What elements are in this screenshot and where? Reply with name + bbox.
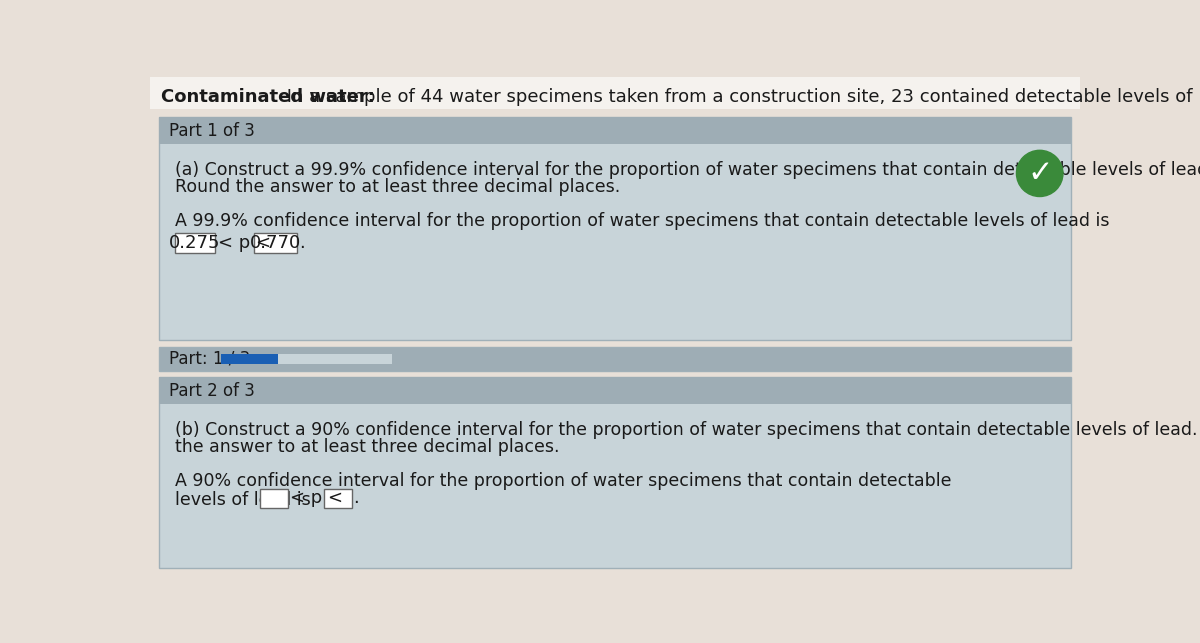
Text: .: . xyxy=(299,235,305,253)
Bar xyxy=(260,489,288,507)
Bar xyxy=(160,117,1070,341)
Text: 0.770: 0.770 xyxy=(250,235,301,253)
Text: the answer to at least three decimal places.: the answer to at least three decimal pla… xyxy=(175,439,559,457)
Bar xyxy=(254,233,298,253)
Text: Part 1 of 3: Part 1 of 3 xyxy=(168,122,254,140)
Circle shape xyxy=(1016,150,1063,197)
Bar xyxy=(150,77,1080,109)
Text: A 90% confidence interval for the proportion of water specimens that contain det: A 90% confidence interval for the propor… xyxy=(175,472,952,490)
Text: < p <: < p < xyxy=(218,235,271,253)
Text: (b) Construct a 90% confidence interval for the proportion of water specimens th: (b) Construct a 90% confidence interval … xyxy=(175,421,1200,439)
Text: levels of lead is: levels of lead is xyxy=(175,491,311,509)
Bar xyxy=(160,347,1070,371)
Text: In a sample of 44 water specimens taken from a construction site, 23 contained d: In a sample of 44 water specimens taken … xyxy=(281,88,1200,106)
Text: < p <: < p < xyxy=(290,489,343,507)
Bar xyxy=(160,377,1070,568)
Text: (a) Construct a 99.9% confidence interval for the proportion of water specimens : (a) Construct a 99.9% confidence interva… xyxy=(175,161,1200,179)
Bar xyxy=(221,354,278,365)
Text: 0.275: 0.275 xyxy=(169,235,221,253)
Bar xyxy=(324,489,352,507)
Text: Part: 1 / 3: Part: 1 / 3 xyxy=(168,350,250,368)
Bar xyxy=(221,354,391,365)
Text: Round the answer to at least three decimal places.: Round the answer to at least three decim… xyxy=(175,178,620,196)
Bar xyxy=(160,377,1070,404)
Bar xyxy=(175,233,215,253)
Bar xyxy=(160,117,1070,144)
Text: Part 2 of 3: Part 2 of 3 xyxy=(168,382,254,400)
Text: ✓: ✓ xyxy=(1027,159,1052,188)
Text: .: . xyxy=(353,489,359,507)
Text: A 99.9% confidence interval for the proportion of water specimens that contain d: A 99.9% confidence interval for the prop… xyxy=(175,212,1109,230)
Text: Contaminated water:: Contaminated water: xyxy=(161,88,374,106)
